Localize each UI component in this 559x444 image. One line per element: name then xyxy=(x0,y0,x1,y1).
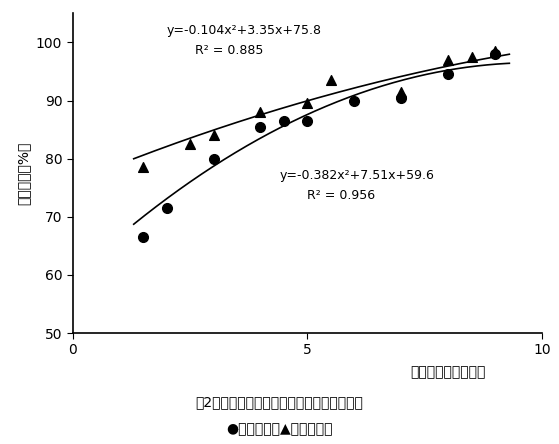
Point xyxy=(303,117,312,124)
Point xyxy=(444,71,453,78)
Point xyxy=(209,132,218,139)
Text: ミルクライン降下度: ミルクライン降下度 xyxy=(411,365,486,379)
Text: R² = 0.956: R² = 0.956 xyxy=(307,189,376,202)
Point xyxy=(350,97,359,104)
Point xyxy=(444,56,453,63)
Text: R² = 0.885: R² = 0.885 xyxy=(195,44,263,57)
Point xyxy=(162,205,171,212)
Point xyxy=(256,123,265,130)
Point xyxy=(491,51,500,58)
Point xyxy=(256,109,265,116)
Text: y=-0.104x²+3.35x+75.8: y=-0.104x²+3.35x+75.8 xyxy=(167,24,321,37)
Point xyxy=(139,164,148,171)
Point xyxy=(209,155,218,162)
Point xyxy=(280,117,288,124)
Point xyxy=(186,141,195,148)
Text: 図2．ミルクライン降下度と登熟割合の関係: 図2．ミルクライン降下度と登熟割合の関係 xyxy=(196,395,363,409)
Point xyxy=(397,88,406,95)
Point xyxy=(467,53,476,60)
Point xyxy=(491,48,500,55)
Point xyxy=(326,77,335,84)
Text: ●デント系　▲フリント系: ●デント系 ▲フリント系 xyxy=(226,422,333,436)
Point xyxy=(397,94,406,101)
Y-axis label: 登熟割合（%）: 登熟割合（%） xyxy=(16,142,30,205)
Point xyxy=(303,100,312,107)
Text: y=-0.382x²+7.51x+59.6: y=-0.382x²+7.51x+59.6 xyxy=(280,169,434,182)
Point xyxy=(139,234,148,241)
